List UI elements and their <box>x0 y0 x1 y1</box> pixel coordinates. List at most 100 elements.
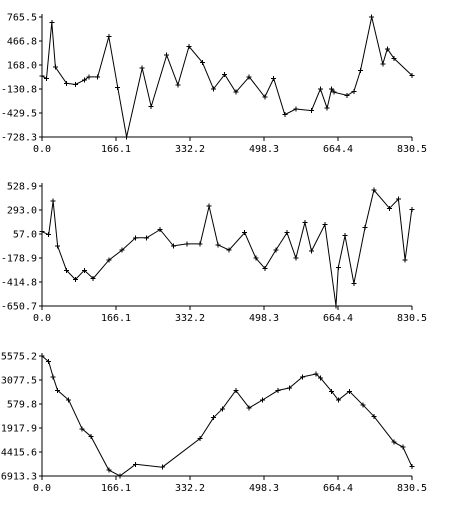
data-point <box>39 229 45 235</box>
data-point <box>282 112 288 118</box>
x-tick-label: 166.1 <box>101 144 131 155</box>
y-tick-label: 3077.5 <box>1 376 37 387</box>
data-point <box>139 65 145 71</box>
data-point <box>170 243 176 249</box>
data-point <box>46 232 52 238</box>
x-tick-label: 498.3 <box>249 144 279 155</box>
data-point <box>81 267 87 273</box>
data-point <box>409 206 415 212</box>
data-point <box>309 248 315 254</box>
data-point <box>106 34 112 40</box>
data-point <box>371 413 377 419</box>
y-tick-label: -650.7 <box>1 302 37 313</box>
x-tick-label: 0.0 <box>33 313 51 324</box>
data-point <box>184 241 190 247</box>
x-tick-label: 498.3 <box>249 313 279 324</box>
data-point <box>133 235 139 241</box>
y-tick-label: -178.9 <box>1 254 37 265</box>
x-tick-label: 332.2 <box>175 144 205 155</box>
series-line <box>41 355 413 477</box>
data-point <box>39 73 45 79</box>
data-point <box>371 187 377 193</box>
data-point <box>402 257 408 263</box>
data-point <box>293 255 299 261</box>
data-point <box>329 86 335 92</box>
data-point <box>215 242 221 248</box>
data-point <box>175 82 181 88</box>
data-point <box>335 264 341 270</box>
data-point <box>106 467 112 473</box>
data-point <box>342 233 348 239</box>
data-point <box>159 464 165 470</box>
data-point <box>273 247 279 253</box>
data-point <box>262 94 268 100</box>
data-point <box>86 74 92 80</box>
data-point <box>293 106 299 112</box>
data-point <box>199 59 205 65</box>
data-point <box>324 105 330 111</box>
data-point <box>119 247 125 253</box>
y-tick-label: 528.9 <box>7 182 37 193</box>
data-point <box>351 88 357 94</box>
data-point <box>49 19 55 25</box>
data-point <box>72 82 78 88</box>
data-point <box>384 46 390 52</box>
y-tick-label: -130.8 <box>1 85 37 96</box>
y-tick-label: 579.8 <box>7 400 37 411</box>
data-point <box>211 415 217 421</box>
x-tick-label: 664.4 <box>323 313 353 324</box>
data-point <box>226 247 232 253</box>
x-tick-label: 332.2 <box>175 313 205 324</box>
y-tick-label: 466.8 <box>7 37 37 48</box>
data-point <box>284 230 290 236</box>
data-point <box>395 196 401 202</box>
data-point <box>387 205 393 211</box>
x-tick-label: 332.2 <box>175 483 205 494</box>
data-point <box>246 405 252 411</box>
x-tick-label: 830.5 <box>397 313 427 324</box>
chart-panel-1: 765.5 466.8 168.0 -130.8 -429.5 -728.30.0 166.… <box>1 13 427 156</box>
data-point <box>197 435 203 441</box>
data-point <box>275 387 281 393</box>
data-point <box>300 374 306 380</box>
y-tick-label: 5575.2 <box>1 352 37 363</box>
data-point <box>117 473 123 479</box>
y-tick-label: 168.0 <box>7 61 37 72</box>
data-point <box>253 255 259 261</box>
data-point <box>81 77 87 83</box>
data-point <box>344 92 350 98</box>
data-point <box>46 359 52 365</box>
data-point <box>409 463 415 469</box>
x-tick-label: 664.4 <box>323 144 353 155</box>
data-point <box>186 43 192 49</box>
data-point <box>271 75 277 81</box>
data-point <box>50 198 56 204</box>
data-point <box>400 444 406 450</box>
data-point <box>157 227 163 233</box>
data-point <box>72 276 78 282</box>
data-point <box>242 230 248 236</box>
data-point <box>360 402 366 408</box>
data-point <box>64 80 70 86</box>
x-tick-label: 166.1 <box>101 313 131 324</box>
data-point <box>43 75 49 81</box>
x-tick-label: 166.1 <box>101 483 131 494</box>
data-point <box>335 397 341 403</box>
y-tick-label: -414.8 <box>1 278 37 289</box>
data-point <box>286 385 292 391</box>
data-point <box>380 61 386 67</box>
data-point <box>313 371 319 377</box>
data-point <box>64 267 70 273</box>
data-point <box>133 461 139 467</box>
data-point <box>206 203 212 209</box>
data-point <box>79 426 85 432</box>
data-point <box>222 71 228 77</box>
chart-panel-2: 528.9 293.0 57.0 -178.9 -414.8 -650.70.0 166.1… <box>1 182 427 325</box>
y-tick-label: -6913.3 <box>0 472 37 483</box>
data-point <box>52 64 58 70</box>
y-tick-label: -429.5 <box>1 109 37 120</box>
data-point <box>302 220 308 226</box>
data-point <box>391 439 397 445</box>
data-point <box>219 406 225 412</box>
data-point <box>106 257 112 263</box>
